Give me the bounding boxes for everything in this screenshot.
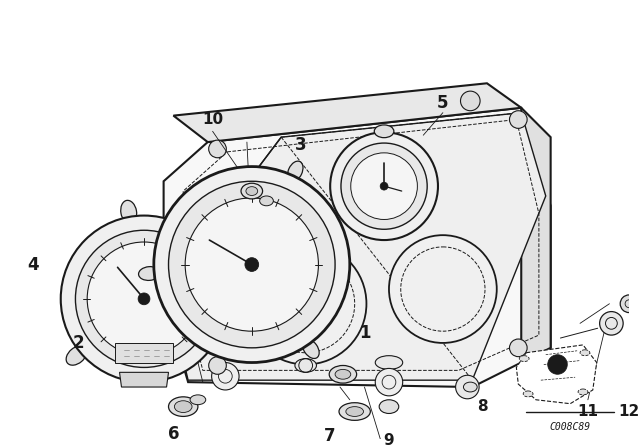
Circle shape [330, 132, 438, 240]
Text: 9: 9 [383, 433, 394, 448]
Circle shape [245, 258, 259, 271]
Ellipse shape [335, 370, 351, 379]
Ellipse shape [241, 183, 262, 199]
Ellipse shape [190, 395, 205, 405]
Ellipse shape [580, 350, 590, 356]
Circle shape [154, 167, 350, 362]
Polygon shape [164, 108, 550, 387]
Text: 7: 7 [324, 427, 336, 445]
Ellipse shape [329, 366, 356, 383]
Ellipse shape [578, 389, 588, 395]
Text: 5: 5 [437, 94, 449, 112]
Text: 10: 10 [202, 112, 223, 127]
Ellipse shape [635, 295, 640, 303]
Ellipse shape [287, 161, 303, 181]
Polygon shape [521, 108, 550, 362]
Ellipse shape [524, 391, 533, 397]
Polygon shape [166, 113, 546, 380]
Circle shape [209, 140, 227, 158]
Text: 1: 1 [359, 324, 370, 342]
Circle shape [600, 311, 623, 335]
Ellipse shape [379, 400, 399, 414]
Circle shape [185, 198, 319, 331]
Circle shape [509, 339, 527, 357]
Ellipse shape [260, 196, 273, 206]
Text: 3: 3 [295, 136, 307, 154]
Text: C008C89: C008C89 [550, 422, 591, 432]
Circle shape [375, 368, 403, 396]
Circle shape [61, 215, 227, 382]
Ellipse shape [174, 401, 192, 413]
Circle shape [620, 295, 638, 313]
Ellipse shape [138, 267, 160, 280]
Circle shape [456, 375, 479, 399]
Circle shape [168, 181, 335, 348]
Circle shape [245, 243, 367, 365]
Ellipse shape [295, 358, 316, 372]
Circle shape [341, 143, 427, 229]
Circle shape [509, 111, 527, 129]
Ellipse shape [339, 403, 371, 420]
Ellipse shape [66, 346, 87, 365]
Circle shape [212, 362, 239, 390]
Ellipse shape [121, 200, 137, 224]
Text: 2: 2 [72, 334, 84, 352]
Ellipse shape [375, 356, 403, 370]
Ellipse shape [216, 321, 238, 337]
Circle shape [380, 182, 388, 190]
Polygon shape [516, 345, 596, 404]
Ellipse shape [246, 187, 258, 195]
Circle shape [209, 357, 227, 374]
Ellipse shape [463, 382, 477, 392]
Circle shape [461, 91, 480, 111]
Circle shape [76, 230, 212, 367]
Circle shape [389, 235, 497, 343]
Ellipse shape [168, 397, 198, 417]
Ellipse shape [303, 339, 319, 358]
Ellipse shape [374, 125, 394, 138]
Circle shape [138, 293, 150, 305]
Circle shape [351, 153, 417, 220]
Polygon shape [120, 372, 168, 387]
Polygon shape [115, 343, 173, 362]
Circle shape [548, 355, 567, 374]
Text: 12: 12 [618, 404, 639, 419]
Ellipse shape [346, 407, 364, 417]
Circle shape [87, 242, 201, 356]
Text: 11: 11 [577, 404, 598, 419]
Text: 6: 6 [168, 425, 179, 443]
Polygon shape [173, 83, 521, 142]
Ellipse shape [519, 356, 529, 362]
Text: 4: 4 [28, 255, 39, 274]
Text: 8: 8 [477, 399, 488, 414]
